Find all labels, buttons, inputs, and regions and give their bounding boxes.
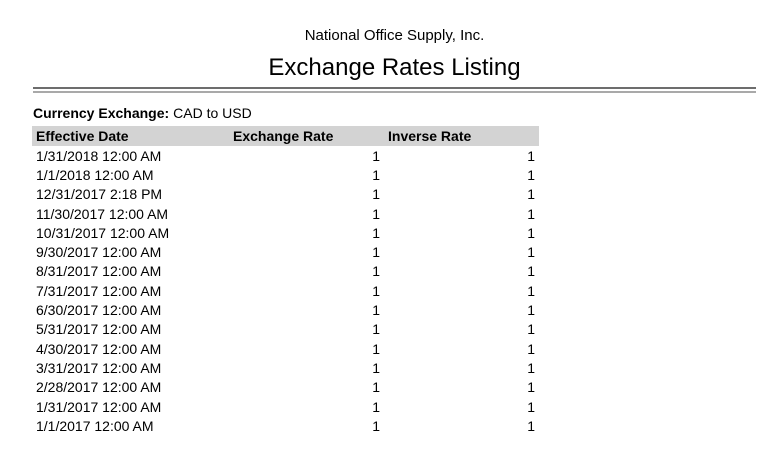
exchange-rate-cell: 1	[372, 166, 380, 183]
effective-date-cell: 1/31/2018 12:00 AM	[36, 147, 162, 164]
exchange-rate-cell: 1	[372, 321, 380, 338]
exchange-rate-cell: 1	[372, 224, 380, 241]
effective-date-cell: 7/31/2017 12:00 AM	[36, 282, 162, 299]
column-header-effective-date: Effective Date	[36, 128, 129, 144]
table-row: 8/31/2017 12:00 AM 1 1	[32, 261, 539, 282]
table-row: 11/30/2017 12:00 AM 1 1	[32, 203, 539, 224]
table-row: 1/31/2017 12:00 AM 1 1	[32, 396, 539, 417]
inverse-rate-cell: 1	[527, 282, 535, 299]
table-row: 9/30/2017 12:00 AM 1 1	[32, 242, 539, 262]
exchange-rate-cell: 1	[372, 302, 380, 319]
table-row: 1/1/2018 12:00 AM 1 1	[32, 165, 539, 185]
table-row: 6/30/2017 12:00 AM 1 1	[32, 300, 539, 320]
effective-date-cell: 12/31/2017 2:18 PM	[36, 186, 163, 203]
rates-table-body: 1/31/2018 12:00 AM 1 1 1/1/2018 12:00 AM…	[32, 146, 539, 436]
effective-date-cell: 10/31/2017 12:00 AM	[36, 224, 170, 241]
table-header-row: Effective Date Exchange Rate Inverse Rat…	[32, 126, 539, 146]
inverse-rate-cell: 1	[527, 340, 535, 357]
effective-date-cell: 9/30/2017 12:00 AM	[36, 244, 162, 261]
effective-date-cell: 8/31/2017 12:00 AM	[36, 263, 162, 280]
table-row: 2/28/2017 12:00 AM 1 1	[32, 377, 539, 397]
exchange-rate-cell: 1	[372, 340, 380, 357]
effective-date-cell: 6/30/2017 12:00 AM	[36, 302, 162, 319]
currency-exchange-line: Currency Exchange: CAD to USD	[33, 105, 777, 121]
inverse-rate-cell: 1	[527, 417, 535, 434]
inverse-rate-cell: 1	[527, 263, 535, 280]
exchange-rate-cell: 1	[372, 398, 380, 415]
exchange-rate-cell: 1	[372, 205, 380, 222]
inverse-rate-cell: 1	[527, 398, 535, 415]
effective-date-cell: 1/1/2018 12:00 AM	[36, 166, 154, 183]
report-title: Exchange Rates Listing	[268, 54, 521, 81]
column-header-exchange-rate: Exchange Rate	[233, 128, 334, 144]
rates-table: Effective Date Exchange Rate Inverse Rat…	[32, 126, 539, 436]
inverse-rate-cell: 1	[527, 302, 535, 319]
table-row: 4/30/2017 12:00 AM 1 1	[32, 338, 539, 359]
effective-date-cell: 5/31/2017 12:00 AM	[36, 321, 162, 338]
effective-date-cell: 4/30/2017 12:00 AM	[36, 340, 162, 357]
effective-date-cell: 3/31/2017 12:00 AM	[36, 359, 162, 376]
exchange-rate-cell: 1	[372, 186, 380, 203]
inverse-rate-cell: 1	[527, 205, 535, 222]
table-row: 12/31/2017 2:18 PM 1 1	[32, 184, 539, 204]
table-row: 5/31/2017 12:00 AM 1 1	[32, 319, 539, 339]
table-row: 10/31/2017 12:00 AM 1 1	[32, 223, 539, 243]
exchange-rate-cell: 1	[372, 147, 380, 164]
report-header: National Office Supply, Inc. Exchange Ra…	[33, 0, 756, 83]
inverse-rate-cell: 1	[527, 359, 535, 376]
table-row: 1/31/2018 12:00 AM 1 1	[32, 146, 539, 166]
effective-date-cell: 11/30/2017 12:00 AM	[36, 205, 169, 222]
rates-table-head: Effective Date Exchange Rate Inverse Rat…	[32, 126, 539, 146]
effective-date-cell: 2/28/2017 12:00 AM	[36, 379, 162, 396]
exchange-rate-cell: 1	[372, 417, 380, 434]
company-name: National Office Supply, Inc.	[304, 27, 485, 44]
title-divider	[33, 87, 756, 93]
effective-date-cell: 1/31/2017 12:00 AM	[36, 398, 162, 415]
column-header-inverse-rate: Inverse Rate	[388, 128, 472, 144]
effective-date-cell: 1/1/2017 12:00 AM	[36, 417, 154, 434]
inverse-rate-cell: 1	[527, 224, 535, 241]
exchange-rate-cell: 1	[372, 282, 380, 299]
exchange-rate-cell: 1	[372, 359, 380, 376]
currency-exchange-value: CAD to USD	[173, 105, 252, 121]
currency-exchange-label: Currency Exchange:	[33, 105, 170, 121]
exchange-rate-cell: 1	[372, 244, 380, 261]
table-row: 3/31/2017 12:00 AM 1 1	[32, 358, 539, 378]
table-row: 7/31/2017 12:00 AM 1 1	[32, 281, 539, 301]
exchange-rate-cell: 1	[372, 263, 380, 280]
inverse-rate-cell: 1	[527, 166, 535, 183]
inverse-rate-cell: 1	[527, 321, 535, 338]
table-row: 1/1/2017 12:00 AM 1 1	[32, 416, 539, 436]
exchange-rate-cell: 1	[372, 379, 380, 396]
inverse-rate-cell: 1	[527, 147, 535, 164]
report-page: National Office Supply, Inc. Exchange Ra…	[32, 0, 777, 436]
inverse-rate-cell: 1	[527, 244, 535, 261]
inverse-rate-cell: 1	[527, 186, 535, 203]
inverse-rate-cell: 1	[527, 379, 535, 396]
